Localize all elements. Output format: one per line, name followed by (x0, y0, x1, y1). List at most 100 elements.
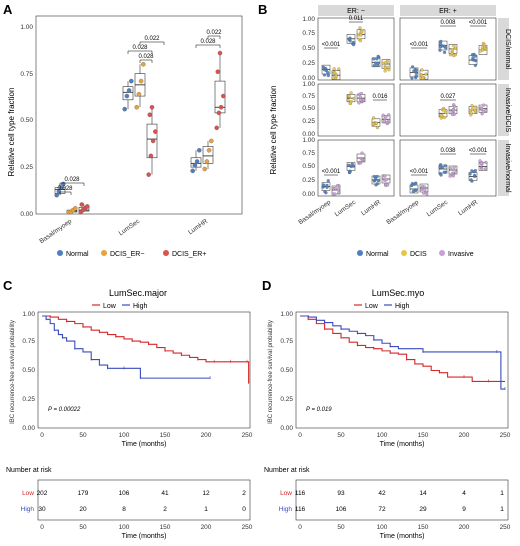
sig-bracket (195, 44, 221, 48)
sig-label: <0.001 (410, 169, 429, 175)
data-point (375, 125, 380, 130)
panel-b-ytick: 0.25 (302, 118, 315, 125)
risk-cell: 2 (242, 490, 246, 497)
data-point (473, 105, 478, 109)
panel-a-significance: 0.028 0.028 0.028 0.028 0.022 0.028 0.02… (57, 30, 222, 195)
data-point (218, 105, 224, 110)
data-point (473, 109, 477, 113)
data-point (352, 96, 356, 101)
risk-cell: 93 (337, 490, 345, 497)
risk-xtick: 0 (40, 524, 44, 531)
panel-b-legend: Normal DCIS Invasive (357, 250, 474, 258)
risk-cell: 72 (378, 506, 386, 513)
risk-cell: 12 (202, 490, 210, 497)
panel-c-ytick: 0.25 (22, 396, 35, 403)
panel-d-risk-high: 116 106 72 29 9 1 (295, 506, 504, 513)
data-point (452, 44, 456, 48)
panel-c-xtick: 250 (242, 432, 253, 439)
data-point (348, 101, 352, 106)
risk-cell: 20 (79, 506, 87, 513)
risk-cell: 179 (78, 490, 89, 497)
panel-c-risk-frame (37, 479, 251, 521)
panel-d-xaxis: 0 50 100 150 200 250 Time (months) (298, 432, 511, 448)
legend-swatch-normal (357, 250, 363, 256)
panel-c-label: C (3, 278, 13, 293)
legend-swatch-dcis-er-pos (163, 250, 169, 256)
data-point (442, 108, 446, 112)
data-point (326, 73, 330, 78)
data-point (414, 74, 418, 78)
panel-d-risk-xaxis: 0 50 100 150 200 250 Time (months) (298, 524, 511, 540)
panel-b-ytick: 0.00 (302, 75, 315, 82)
sig-label: 0.028 (200, 39, 216, 45)
data-point (202, 166, 207, 172)
strip-col-label: ER: + (439, 8, 457, 15)
sig-label: 0.022 (144, 36, 160, 42)
data-point (148, 153, 154, 159)
data-point (192, 162, 198, 168)
facet-frame (399, 17, 497, 81)
strip-col-er-neg (318, 5, 394, 16)
panel-a-xtick: Basal/myoep (38, 218, 73, 246)
strip-row-invasive-dcis (498, 84, 509, 136)
data-point (469, 111, 474, 115)
legend-swatch-dcis-er-neg (101, 250, 107, 256)
panel-a-yaxis: 0.00 0.25 0.50 0.75 1.00 (20, 24, 33, 218)
panel-c-risk-xaxis: 0 50 100 150 200 250 Time (months) (40, 524, 253, 540)
data-point (337, 67, 341, 71)
risk-cell: 1 (500, 506, 504, 513)
panel-b-ytick: 1.00 (302, 16, 315, 23)
box (122, 86, 134, 101)
data-point (79, 202, 85, 207)
data-point (322, 68, 327, 72)
data-point (375, 63, 380, 68)
panel-b-ytick: 0.75 (302, 30, 315, 37)
sig-bracket (207, 35, 221, 39)
panel-b-label: B (258, 2, 267, 17)
data-point (472, 58, 476, 62)
panel-b-ytick: 1.00 (302, 81, 315, 88)
data-point (387, 113, 391, 117)
panel-b-sig-r2c1: <0.001 0.038 <0.001 (410, 148, 488, 176)
data-point (375, 182, 379, 186)
data-point (482, 103, 486, 107)
data-point (214, 125, 219, 131)
data-point (410, 76, 414, 80)
data-point (425, 192, 429, 196)
panel-d-label: D (262, 278, 271, 293)
data-point (483, 167, 488, 171)
data-point (383, 66, 387, 70)
km-curve-high (300, 315, 505, 390)
panel-b-ytick: 1.00 (302, 137, 315, 144)
sig-label: <0.001 (322, 42, 341, 48)
data-point (124, 93, 130, 99)
legend-swatch-dcis (401, 250, 407, 256)
panel-a-ytick: 0.25 (20, 164, 33, 171)
data-point (197, 148, 202, 153)
panel-b-xtick: LumHR (457, 199, 479, 218)
data-point (383, 69, 387, 73)
data-point (470, 104, 474, 108)
risk-cell: 0 (242, 506, 246, 513)
sig-label: 0.008 (440, 20, 456, 26)
data-point (348, 170, 352, 174)
data-point (442, 50, 447, 55)
sig-bracket (127, 50, 153, 54)
panel-b-yaxis-row1: 0.00 0.25 0.50 0.75 1.00 (302, 16, 315, 82)
panel-a: A Relative cell type fraction 0.00 0.25 … (3, 2, 243, 258)
data-point (376, 178, 380, 183)
km-curve-low (300, 315, 505, 382)
data-point (449, 167, 453, 171)
sig-label: 0.028 (64, 177, 80, 183)
risk-cell: 116 (295, 506, 306, 513)
panel-d-risk-title: Number at risk (264, 467, 310, 474)
panel-a-legend: Normal DCIS_ER− DCIS_ER+ (57, 250, 206, 258)
panel-c-xtick: 50 (79, 432, 87, 439)
panel-b-ytick: 0.00 (302, 191, 315, 198)
sig-label: <0.001 (410, 42, 429, 48)
risk-xtick: 100 (377, 524, 388, 531)
legend-label: Invasive (448, 251, 474, 258)
data-point (204, 159, 210, 164)
panel-c-ytick: 0.75 (22, 338, 35, 345)
data-point (387, 68, 391, 72)
